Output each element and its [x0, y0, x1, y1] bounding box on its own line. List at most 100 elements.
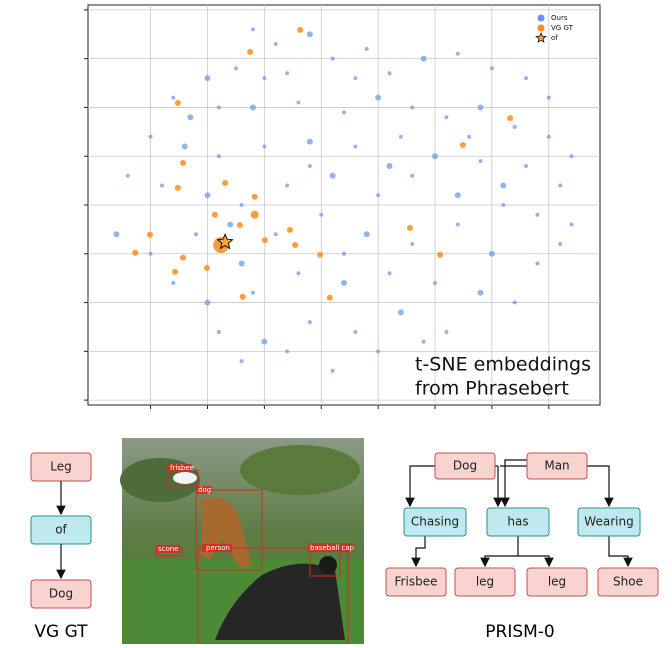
edge: [518, 556, 549, 566]
point: [149, 252, 153, 256]
point: [410, 174, 414, 178]
node-label: has: [507, 515, 528, 529]
point: [558, 242, 562, 246]
point: [147, 232, 153, 238]
point: [297, 27, 303, 33]
point: [171, 96, 175, 100]
point: [342, 110, 346, 114]
point: [364, 231, 370, 237]
point: [251, 291, 255, 295]
bbox-label: frisbee: [170, 464, 194, 472]
point: [217, 154, 221, 158]
point: [327, 295, 333, 301]
point: [285, 349, 289, 353]
point: [317, 252, 323, 258]
point: [507, 115, 513, 121]
point: [252, 194, 258, 200]
edge: [505, 460, 527, 506]
point: [204, 192, 210, 198]
caption: PRISM-0: [485, 622, 555, 642]
point: [570, 154, 574, 158]
point: [376, 193, 380, 197]
bbox-label: baseball cap: [310, 544, 355, 552]
point: [227, 222, 233, 228]
point: [285, 71, 289, 75]
point: [262, 76, 266, 80]
point: [410, 242, 414, 246]
point: [194, 232, 198, 236]
point: [432, 153, 438, 159]
point: [285, 183, 289, 187]
point: [558, 183, 562, 187]
point: [376, 349, 380, 353]
node-label: Frisbee: [395, 575, 438, 589]
annotation: from Phrasebert: [415, 378, 569, 400]
point: [547, 96, 551, 100]
point: [467, 135, 471, 139]
point: [500, 182, 506, 188]
edge: [609, 536, 628, 566]
point: [444, 115, 448, 119]
point: [353, 330, 357, 334]
point: [444, 330, 448, 334]
point: [132, 250, 138, 256]
node-label: Shoe: [613, 575, 643, 589]
node-label: of: [55, 523, 67, 537]
caption: VG GT: [34, 622, 88, 642]
point: [180, 255, 186, 261]
node: Shoe: [598, 568, 658, 596]
point: [455, 192, 461, 198]
node-label: Dog: [453, 459, 477, 473]
point: [330, 173, 336, 179]
legend-label: VG GT: [551, 24, 574, 32]
node: Leg: [31, 453, 91, 481]
point: [399, 135, 403, 139]
point: [460, 142, 466, 148]
point: [175, 100, 181, 106]
point: [398, 309, 404, 315]
point: [204, 265, 210, 271]
point: [422, 340, 426, 344]
point: [535, 262, 539, 266]
point: [274, 232, 278, 236]
vg-gt-diagram: Leg of Dog VG GT: [31, 453, 91, 642]
point: [217, 330, 221, 334]
annotation: t-SNE embeddings: [415, 354, 591, 376]
node: leg: [527, 568, 587, 596]
edge: [485, 556, 518, 566]
point: [240, 359, 244, 363]
point: [237, 222, 243, 228]
point: [113, 231, 119, 237]
legend-marker: [538, 25, 545, 32]
point: [341, 280, 347, 286]
photo: frisbee dog scone person baseball cap: [120, 438, 364, 644]
node: has: [487, 508, 549, 536]
point: [501, 203, 505, 207]
point: [513, 125, 517, 129]
point: [437, 252, 443, 258]
point: [319, 213, 323, 217]
point: [182, 143, 188, 149]
point: [204, 75, 210, 81]
node-label: Chasing: [411, 515, 459, 529]
point: [421, 56, 427, 62]
point: [240, 294, 246, 300]
figure: OursVG GTof t-SNE embeddings from Phrase…: [0, 0, 672, 644]
node: Chasing: [404, 508, 466, 536]
point: [387, 163, 393, 169]
node: Frisbee: [386, 568, 446, 596]
node-label: leg: [476, 575, 494, 589]
node: Man: [527, 453, 587, 479]
point: [489, 251, 495, 257]
point: [308, 164, 312, 168]
point: [535, 213, 539, 217]
bbox-label: scone: [158, 545, 179, 553]
point: [388, 71, 392, 75]
point: [251, 27, 255, 31]
point: [171, 281, 175, 285]
point: [217, 105, 221, 109]
point: [456, 52, 460, 56]
point: [308, 320, 312, 324]
point: [204, 300, 210, 306]
point: [261, 339, 267, 345]
